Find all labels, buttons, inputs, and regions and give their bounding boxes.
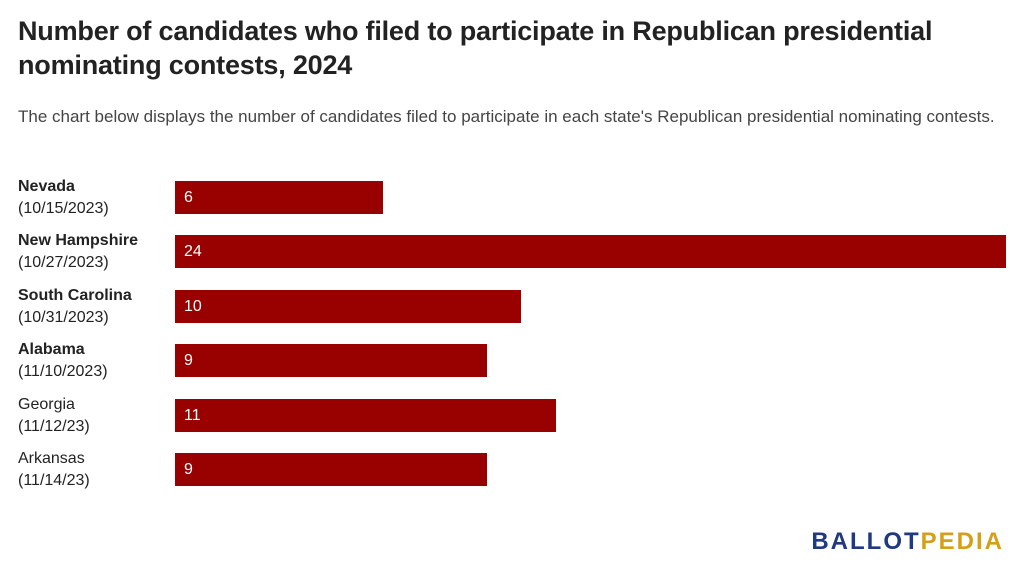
category-name: New Hampshire (18, 232, 139, 249)
logo-pedia-text: PEDIA (920, 528, 1004, 555)
category-date: (10/15/2023) (18, 200, 109, 217)
bar-value-label: 10 (184, 298, 202, 315)
bar: 6 (175, 181, 383, 214)
category-name: South Carolina (18, 287, 132, 304)
category-name: Arkansas (18, 450, 85, 467)
ballotpedia-logo: BALLOTPEDIA (811, 528, 1004, 556)
bar-value-label: 6 (184, 189, 193, 206)
bar-value-label: 11 (184, 407, 201, 424)
chart-row: Arkansas (11/14/23) 9 (0, 448, 1024, 502)
category-date: (10/31/2023) (18, 309, 109, 326)
category-label: Nevada (10/15/2023) (18, 176, 168, 220)
category-date: (11/14/23) (18, 472, 90, 489)
category-label: Arkansas (11/14/23) (18, 448, 168, 492)
chart-row: Georgia (11/12/23) 11 (0, 394, 1024, 448)
bar: 9 (175, 453, 487, 486)
category-date: (11/12/23) (18, 418, 90, 435)
category-label: New Hampshire (10/27/2023) (18, 230, 168, 274)
bar: 9 (175, 344, 487, 377)
bar: 24 (175, 235, 1006, 268)
chart-subtitle: The chart below displays the number of c… (18, 107, 995, 126)
chart-row: South Carolina (10/31/2023) 10 (0, 285, 1024, 339)
category-date: (11/10/2023) (18, 363, 108, 380)
chart-row: Nevada (10/15/2023) 6 (0, 176, 1024, 230)
category-label: South Carolina (10/31/2023) (18, 285, 168, 329)
logo-ballot-text: BALLOT (811, 528, 921, 555)
chart-title: Number of candidates who filed to partic… (18, 16, 933, 80)
category-label: Georgia (11/12/23) (18, 394, 168, 438)
category-date: (10/27/2023) (18, 254, 109, 271)
category-name: Alabama (18, 341, 85, 358)
category-name: Georgia (18, 396, 75, 413)
category-label: Alabama (11/10/2023) (18, 339, 168, 383)
chart-row: Alabama (11/10/2023) 9 (0, 339, 1024, 393)
chart-row: New Hampshire (10/27/2023) 24 (0, 230, 1024, 284)
bar-value-label: 9 (184, 461, 193, 478)
bar: 10 (175, 290, 521, 323)
bar-value-label: 9 (184, 352, 193, 369)
category-name: Nevada (18, 178, 75, 195)
bar-value-label: 24 (184, 243, 202, 260)
bar: 11 (175, 399, 556, 432)
